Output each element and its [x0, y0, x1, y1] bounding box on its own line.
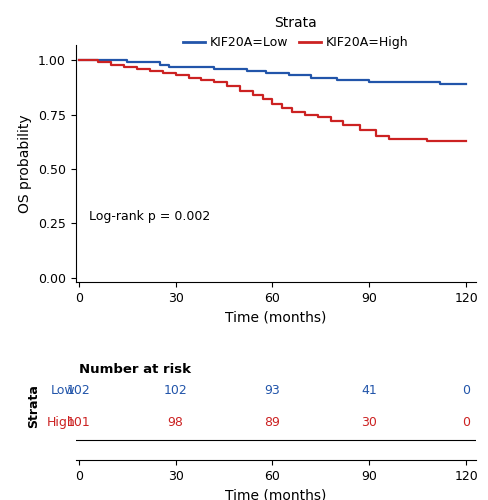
Text: 41: 41: [362, 384, 377, 397]
Text: 0: 0: [462, 416, 470, 429]
X-axis label: Time (months): Time (months): [225, 310, 326, 324]
Legend: KIF20A=Low, KIF20A=High: KIF20A=Low, KIF20A=High: [178, 11, 414, 54]
Text: 102: 102: [67, 384, 91, 397]
Text: Log-rank p = 0.002: Log-rank p = 0.002: [88, 210, 210, 224]
Text: 89: 89: [264, 416, 281, 429]
Text: Strata: Strata: [27, 384, 40, 428]
Text: Number at risk: Number at risk: [79, 362, 191, 376]
X-axis label: Time (months): Time (months): [225, 488, 326, 500]
Y-axis label: OS probability: OS probability: [19, 114, 32, 213]
Text: 0: 0: [462, 384, 470, 397]
Text: 102: 102: [164, 384, 187, 397]
Text: 101: 101: [67, 416, 91, 429]
Text: 98: 98: [168, 416, 183, 429]
Text: 93: 93: [264, 384, 281, 397]
Text: 30: 30: [362, 416, 377, 429]
Text: Low: Low: [51, 384, 76, 397]
Text: High: High: [47, 416, 76, 429]
